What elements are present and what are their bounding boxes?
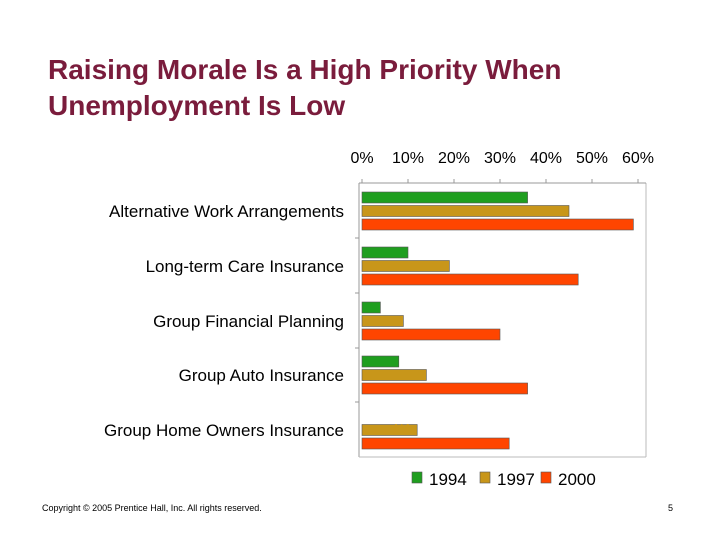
bar-1997 — [361, 315, 404, 327]
x-tick-label: 0% — [350, 150, 373, 167]
bar-1997 — [361, 369, 427, 381]
legend-swatch-1997 — [479, 471, 491, 484]
bar-1997 — [361, 424, 418, 436]
bar-2000 — [361, 437, 510, 450]
bar-1997 — [361, 260, 450, 272]
legend-label-1994: 1994 — [429, 470, 467, 489]
category-label: Alternative Work Arrangements — [109, 202, 344, 221]
page-number: 5 — [668, 503, 674, 513]
bar-2000 — [361, 382, 528, 395]
category-label: Long-term Care Insurance — [146, 257, 344, 276]
copyright-text: Copyright © 2005 Prentice Hall, Inc. All… — [42, 503, 262, 513]
bar-1994 — [361, 191, 528, 204]
bar-1994 — [361, 355, 400, 368]
na-annotation: NA — [394, 421, 412, 436]
bar-2000 — [361, 328, 501, 341]
bar-2000 — [361, 273, 579, 286]
x-tick-label: 50% — [576, 150, 608, 167]
title-line-1: Raising Morale Is a High Priority When — [48, 54, 562, 85]
legend-swatch-1994 — [411, 471, 423, 484]
x-tick-label: 10% — [392, 150, 424, 167]
legend-label-2000: 2000 — [558, 470, 596, 489]
x-tick-label: 30% — [484, 150, 516, 167]
x-tick-label: 40% — [530, 150, 562, 167]
bar-1994 — [361, 246, 409, 259]
category-label: Group Financial Planning — [153, 312, 344, 331]
title-line-2: Unemployment Is Low — [48, 90, 346, 121]
x-tick-label: 20% — [438, 150, 470, 167]
bar-1994 — [361, 301, 381, 314]
legend-label-1997: 1997 — [497, 470, 535, 489]
bar-2000 — [361, 218, 634, 231]
bar-1997 — [361, 205, 570, 217]
slide-title: Raising Morale Is a High Priority When U… — [48, 52, 688, 124]
x-tick-label: 60% — [622, 150, 654, 167]
category-label: Group Home Owners Insurance — [104, 421, 344, 440]
category-label: Group Auto Insurance — [179, 366, 344, 385]
legend-swatch-2000 — [540, 471, 552, 484]
